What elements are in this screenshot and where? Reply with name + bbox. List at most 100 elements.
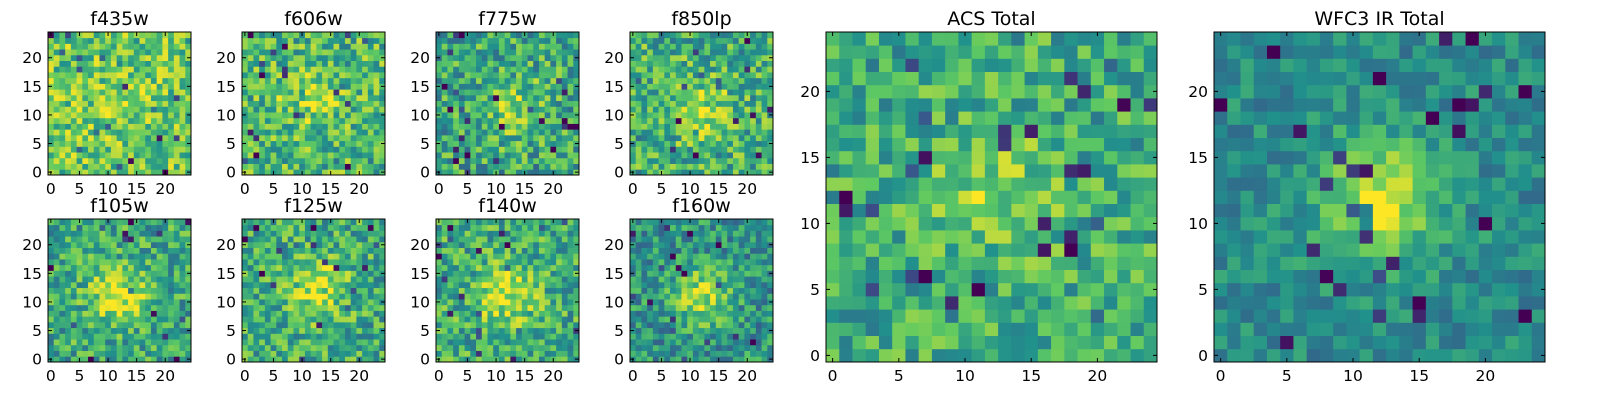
heatmap-cell: [282, 339, 289, 346]
heatmap-cell: [761, 339, 768, 346]
heatmap-cell: [179, 247, 186, 254]
heatmap-cell: [304, 112, 312, 119]
heatmap-cell: [339, 129, 346, 136]
heatmap-cell: [88, 316, 95, 323]
heatmap-cell: [630, 321, 637, 329]
heatmap-cell: [133, 304, 140, 311]
heatmap-cell: [367, 163, 374, 170]
heatmap-cell: [561, 83, 568, 90]
heatmap-cell: [310, 230, 317, 237]
heatmap-cell: [362, 276, 369, 283]
heatmap-cell: [65, 236, 72, 243]
heatmap-cell: [259, 310, 266, 317]
heatmap-cell: [447, 117, 454, 124]
heatmap-cell: [561, 333, 568, 340]
heatmap-cell: [339, 140, 346, 147]
heatmap-cell: [173, 123, 180, 130]
heatmap-cell: [150, 112, 158, 119]
heatmap-cell: [156, 253, 163, 260]
heatmap-cell: [168, 270, 175, 277]
heatmap-cell: [527, 247, 534, 254]
heatmap-cell: [750, 112, 757, 119]
heatmap-cell: [156, 327, 163, 334]
heatmap-cell: [116, 224, 123, 231]
heatmap-cell: [179, 321, 186, 329]
heatmap-cell: [487, 339, 494, 346]
heatmap-cell: [322, 152, 329, 159]
heatmap-cell: [264, 321, 271, 329]
heatmap-cell: [447, 293, 454, 300]
heatmap-cell: [710, 54, 717, 61]
heatmap-cell: [333, 72, 340, 79]
heatmap-cell: [53, 32, 60, 39]
heatmap-cell: [698, 60, 705, 67]
heatmap-cell: [498, 287, 506, 294]
heatmap-cell: [105, 129, 112, 136]
heatmap-cell: [755, 304, 762, 311]
heatmap-cell: [70, 293, 77, 300]
heatmap-cell: [253, 134, 260, 142]
heatmap-cell: [755, 49, 762, 56]
heatmap-cell: [441, 32, 448, 39]
heatmap-cell: [453, 310, 460, 317]
heatmap-cell: [476, 356, 483, 363]
heatmap-cell: [48, 310, 55, 317]
heatmap-cell: [476, 270, 483, 277]
heatmap-cell: [698, 163, 705, 170]
heatmap-cell: [521, 270, 528, 277]
heatmap-cell: [498, 321, 506, 329]
heatmap-cell: [282, 37, 289, 44]
heatmap-cell: [333, 169, 340, 176]
heatmap-cell: [150, 129, 158, 136]
heatmap-cell: [179, 270, 186, 277]
x-tick-label: 20: [349, 367, 369, 385]
heatmap-cell: [476, 94, 483, 102]
heatmap-cell: [738, 32, 745, 39]
heatmap-cell: [270, 224, 277, 231]
heatmap-cell: [128, 157, 135, 164]
heatmap-cell: [350, 94, 357, 102]
heatmap-cell: [510, 241, 517, 248]
heatmap-cell: [333, 112, 340, 119]
heatmap-cell: [162, 236, 169, 243]
heatmap-cell: [145, 321, 152, 329]
heatmap-cell: [670, 327, 677, 334]
heatmap-cell: [362, 94, 369, 102]
heatmap-cell: [675, 350, 682, 357]
heatmap-cell: [48, 152, 55, 159]
heatmap-cell: [641, 89, 648, 96]
heatmap-cell: [544, 293, 551, 300]
heatmap-cell: [481, 152, 488, 159]
heatmap-cell: [139, 339, 146, 346]
heatmap-cell: [122, 106, 129, 113]
heatmap-cell: [270, 327, 277, 334]
heatmap-cell: [242, 230, 249, 237]
heatmap-cell: [567, 241, 574, 248]
heatmap-cell: [652, 66, 659, 73]
heatmap-cell: [727, 327, 734, 334]
heatmap-cell: [464, 270, 471, 277]
heatmap-cell: [65, 66, 72, 73]
heatmap-cell: [116, 123, 123, 130]
heatmap-cell: [247, 60, 254, 67]
heatmap-cell: [504, 304, 511, 311]
heatmap-cell: [322, 236, 329, 243]
heatmap-cell: [145, 316, 152, 323]
heatmap-cell: [93, 304, 100, 311]
heatmap-cell: [276, 89, 283, 96]
heatmap-cell: [692, 89, 700, 96]
heatmap-cell: [538, 169, 546, 176]
heatmap-cell: [339, 60, 346, 67]
heatmap-cell: [179, 60, 186, 67]
heatmap-cell: [156, 219, 163, 226]
heatmap-cell: [767, 316, 774, 323]
heatmap-cell: [373, 72, 380, 79]
heatmap-cell: [350, 241, 357, 248]
heatmap-cell: [304, 66, 312, 73]
heatmap-cell: [493, 241, 500, 248]
heatmap-cell: [70, 304, 77, 311]
heatmap-cell: [173, 247, 180, 254]
heatmap-cell: [122, 66, 129, 73]
heatmap-cell: [567, 140, 574, 147]
heatmap-cell: [53, 89, 60, 96]
